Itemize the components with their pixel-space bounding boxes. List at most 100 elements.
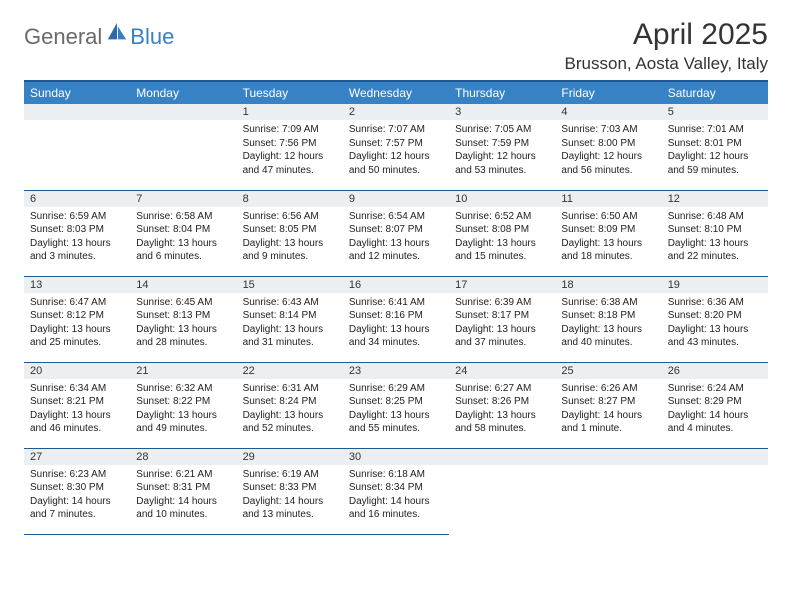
sunset-text: Sunset: 8:22 PM bbox=[136, 395, 230, 409]
day-data: Sunrise: 6:19 AMSunset: 8:33 PMDaylight:… bbox=[237, 465, 343, 526]
sunrise-text: Sunrise: 6:45 AM bbox=[136, 296, 230, 310]
day-number: 21 bbox=[130, 363, 236, 379]
calendar-week-row: 20Sunrise: 6:34 AMSunset: 8:21 PMDayligh… bbox=[24, 362, 768, 448]
title-block: April 2025 Brusson, Aosta Valley, Italy bbox=[565, 18, 768, 74]
day-number: 26 bbox=[662, 363, 768, 379]
day-data: Sunrise: 6:18 AMSunset: 8:34 PMDaylight:… bbox=[343, 465, 449, 526]
sunset-text: Sunset: 8:30 PM bbox=[30, 481, 124, 495]
daylight-text: Daylight: 13 hours and 55 minutes. bbox=[349, 409, 443, 436]
day-number: 9 bbox=[343, 191, 449, 207]
day-data: Sunrise: 7:07 AMSunset: 7:57 PMDaylight:… bbox=[343, 120, 449, 181]
sunset-text: Sunset: 8:25 PM bbox=[349, 395, 443, 409]
sunset-text: Sunset: 8:10 PM bbox=[668, 223, 762, 237]
daylight-text: Daylight: 13 hours and 37 minutes. bbox=[455, 323, 549, 350]
calendar-day-cell: 26Sunrise: 6:24 AMSunset: 8:29 PMDayligh… bbox=[662, 362, 768, 448]
sunrise-text: Sunrise: 6:27 AM bbox=[455, 382, 549, 396]
daylight-text: Daylight: 13 hours and 40 minutes. bbox=[561, 323, 655, 350]
daylight-text: Daylight: 14 hours and 16 minutes. bbox=[349, 495, 443, 522]
sunrise-text: Sunrise: 6:43 AM bbox=[243, 296, 337, 310]
day-data: Sunrise: 6:59 AMSunset: 8:03 PMDaylight:… bbox=[24, 207, 130, 268]
day-number: 13 bbox=[24, 277, 130, 293]
daylight-text: Daylight: 13 hours and 12 minutes. bbox=[349, 237, 443, 264]
weekday-header: Thursday bbox=[449, 81, 555, 104]
sunset-text: Sunset: 8:34 PM bbox=[349, 481, 443, 495]
day-number: 15 bbox=[237, 277, 343, 293]
calendar-day-cell: 1Sunrise: 7:09 AMSunset: 7:56 PMDaylight… bbox=[237, 104, 343, 190]
day-number: 18 bbox=[555, 277, 661, 293]
day-number bbox=[24, 104, 130, 120]
calendar-day-cell: 5Sunrise: 7:01 AMSunset: 8:01 PMDaylight… bbox=[662, 104, 768, 190]
sunset-text: Sunset: 7:56 PM bbox=[243, 137, 337, 151]
daylight-text: Daylight: 13 hours and 49 minutes. bbox=[136, 409, 230, 436]
calendar-day-cell: 11Sunrise: 6:50 AMSunset: 8:09 PMDayligh… bbox=[555, 190, 661, 276]
calendar-day-cell: 30Sunrise: 6:18 AMSunset: 8:34 PMDayligh… bbox=[343, 448, 449, 534]
calendar-table: Sunday Monday Tuesday Wednesday Thursday… bbox=[24, 80, 768, 535]
sunrise-text: Sunrise: 6:34 AM bbox=[30, 382, 124, 396]
day-data: Sunrise: 6:39 AMSunset: 8:17 PMDaylight:… bbox=[449, 293, 555, 354]
calendar-day-cell bbox=[662, 448, 768, 534]
sunset-text: Sunset: 8:29 PM bbox=[668, 395, 762, 409]
day-data: Sunrise: 6:36 AMSunset: 8:20 PMDaylight:… bbox=[662, 293, 768, 354]
day-number: 12 bbox=[662, 191, 768, 207]
daylight-text: Daylight: 12 hours and 53 minutes. bbox=[455, 150, 549, 177]
calendar-day-cell: 16Sunrise: 6:41 AMSunset: 8:16 PMDayligh… bbox=[343, 276, 449, 362]
day-number: 3 bbox=[449, 104, 555, 120]
calendar-day-cell: 13Sunrise: 6:47 AMSunset: 8:12 PMDayligh… bbox=[24, 276, 130, 362]
day-number: 6 bbox=[24, 191, 130, 207]
calendar-day-cell: 25Sunrise: 6:26 AMSunset: 8:27 PMDayligh… bbox=[555, 362, 661, 448]
sunset-text: Sunset: 8:21 PM bbox=[30, 395, 124, 409]
calendar-day-cell: 18Sunrise: 6:38 AMSunset: 8:18 PMDayligh… bbox=[555, 276, 661, 362]
day-number bbox=[130, 104, 236, 120]
day-data: Sunrise: 6:21 AMSunset: 8:31 PMDaylight:… bbox=[130, 465, 236, 526]
daylight-text: Daylight: 14 hours and 10 minutes. bbox=[136, 495, 230, 522]
calendar-day-cell: 4Sunrise: 7:03 AMSunset: 8:00 PMDaylight… bbox=[555, 104, 661, 190]
sunset-text: Sunset: 8:03 PM bbox=[30, 223, 124, 237]
daylight-text: Daylight: 13 hours and 52 minutes. bbox=[243, 409, 337, 436]
sunrise-text: Sunrise: 6:23 AM bbox=[30, 468, 124, 482]
daylight-text: Daylight: 13 hours and 25 minutes. bbox=[30, 323, 124, 350]
day-number: 1 bbox=[237, 104, 343, 120]
sunrise-text: Sunrise: 7:09 AM bbox=[243, 123, 337, 137]
day-data: Sunrise: 6:38 AMSunset: 8:18 PMDaylight:… bbox=[555, 293, 661, 354]
page-title: April 2025 bbox=[565, 18, 768, 52]
sunset-text: Sunset: 8:07 PM bbox=[349, 223, 443, 237]
sunset-text: Sunset: 8:24 PM bbox=[243, 395, 337, 409]
day-data: Sunrise: 6:48 AMSunset: 8:10 PMDaylight:… bbox=[662, 207, 768, 268]
day-number bbox=[449, 449, 555, 465]
daylight-text: Daylight: 13 hours and 22 minutes. bbox=[668, 237, 762, 264]
location-text: Brusson, Aosta Valley, Italy bbox=[565, 54, 768, 74]
day-number: 10 bbox=[449, 191, 555, 207]
day-number bbox=[662, 449, 768, 465]
sunrise-text: Sunrise: 7:07 AM bbox=[349, 123, 443, 137]
daylight-text: Daylight: 13 hours and 6 minutes. bbox=[136, 237, 230, 264]
daylight-text: Daylight: 13 hours and 58 minutes. bbox=[455, 409, 549, 436]
day-data: Sunrise: 6:45 AMSunset: 8:13 PMDaylight:… bbox=[130, 293, 236, 354]
day-number bbox=[555, 449, 661, 465]
day-number: 5 bbox=[662, 104, 768, 120]
day-number: 28 bbox=[130, 449, 236, 465]
calendar-day-cell bbox=[555, 448, 661, 534]
day-data: Sunrise: 6:56 AMSunset: 8:05 PMDaylight:… bbox=[237, 207, 343, 268]
brand-text-blue: Blue bbox=[130, 24, 174, 50]
daylight-text: Daylight: 14 hours and 4 minutes. bbox=[668, 409, 762, 436]
day-data: Sunrise: 6:58 AMSunset: 8:04 PMDaylight:… bbox=[130, 207, 236, 268]
sunset-text: Sunset: 8:12 PM bbox=[30, 309, 124, 323]
day-data: Sunrise: 6:50 AMSunset: 8:09 PMDaylight:… bbox=[555, 207, 661, 268]
day-data: Sunrise: 7:03 AMSunset: 8:00 PMDaylight:… bbox=[555, 120, 661, 181]
weekday-header: Friday bbox=[555, 81, 661, 104]
sunset-text: Sunset: 7:59 PM bbox=[455, 137, 549, 151]
sunrise-text: Sunrise: 6:54 AM bbox=[349, 210, 443, 224]
day-number: 30 bbox=[343, 449, 449, 465]
day-data: Sunrise: 6:47 AMSunset: 8:12 PMDaylight:… bbox=[24, 293, 130, 354]
sunset-text: Sunset: 8:26 PM bbox=[455, 395, 549, 409]
daylight-text: Daylight: 13 hours and 15 minutes. bbox=[455, 237, 549, 264]
daylight-text: Daylight: 13 hours and 3 minutes. bbox=[30, 237, 124, 264]
sunrise-text: Sunrise: 6:48 AM bbox=[668, 210, 762, 224]
calendar-day-cell: 6Sunrise: 6:59 AMSunset: 8:03 PMDaylight… bbox=[24, 190, 130, 276]
daylight-text: Daylight: 13 hours and 46 minutes. bbox=[30, 409, 124, 436]
daylight-text: Daylight: 13 hours and 18 minutes. bbox=[561, 237, 655, 264]
calendar-day-cell: 12Sunrise: 6:48 AMSunset: 8:10 PMDayligh… bbox=[662, 190, 768, 276]
sunset-text: Sunset: 8:05 PM bbox=[243, 223, 337, 237]
calendar-day-cell: 2Sunrise: 7:07 AMSunset: 7:57 PMDaylight… bbox=[343, 104, 449, 190]
day-data: Sunrise: 6:34 AMSunset: 8:21 PMDaylight:… bbox=[24, 379, 130, 440]
